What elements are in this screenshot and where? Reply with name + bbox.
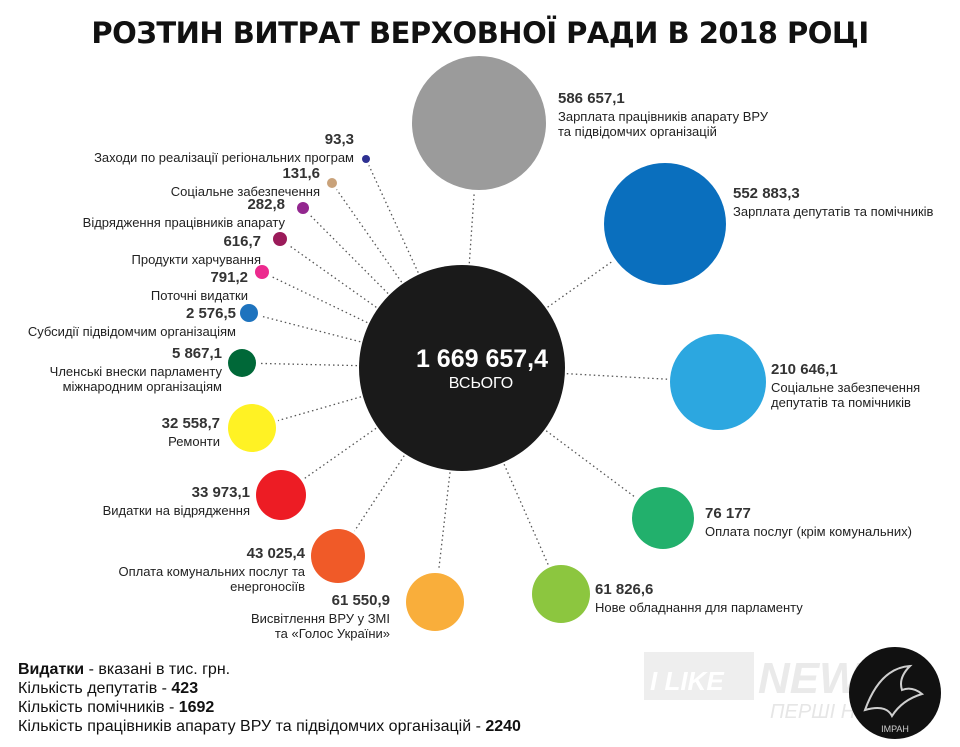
bubble-label: Нове обладнання для парламенту [595, 600, 803, 615]
like-box [644, 652, 754, 700]
bubble-value: 61 826,6 [595, 581, 653, 598]
bubble-label: Відрядження працівників апарату [83, 215, 286, 230]
connector-line [438, 472, 451, 571]
bubble [297, 202, 309, 214]
connector-line [303, 427, 377, 480]
bubble-label: Видатки на відрядження [103, 503, 250, 518]
bubble [327, 178, 337, 188]
deputies-count: Кількість депутатів - 423 [18, 680, 199, 697]
bubble [255, 265, 269, 279]
bubble-label: Зарплата працівників апарату ВРУ [558, 109, 769, 124]
assistants-count: Кількість помічників - 1692 [18, 699, 215, 716]
logo-circle [849, 647, 941, 739]
bubble-label: Зарплата депутатів та помічників [733, 204, 934, 219]
connector-line [270, 275, 368, 324]
bubble-value: 552 883,3 [733, 185, 800, 202]
connectors [258, 165, 668, 571]
bubble-label: Соціальне забезпечення [171, 184, 320, 199]
total-circle [359, 265, 565, 471]
bubble [228, 404, 276, 452]
brand-watermark: I LIKE NEWS ПЕРШІ НОВИНИ IMPAH [644, 647, 941, 739]
connector-line [308, 213, 389, 294]
bubble-value: 586 657,1 [558, 90, 625, 107]
bubble [311, 529, 365, 583]
bubble-value: 131,6 [282, 165, 320, 182]
units-note: Видатки - вказані в тис. грн. [18, 661, 231, 678]
notes: Видатки - вказані в тис. грн. Кількість … [18, 660, 638, 736]
bubble-value: 2 576,5 [186, 305, 236, 322]
bubble-label: міжнародним організаціям [63, 379, 222, 394]
bubble-value: 791,2 [210, 269, 248, 286]
logo-icon [863, 664, 925, 719]
bubble-label: Заходи по реалізації регіональних програ… [94, 150, 354, 165]
bubble-label: та підвідомчих організацій [558, 124, 717, 139]
bubble-value: 616,7 [223, 233, 261, 250]
bubble [532, 565, 590, 623]
bubble-label: Оплата комунальних послуг та [118, 564, 305, 579]
bubble-value: 210 646,1 [771, 361, 838, 378]
bubble-value: 43 025,4 [247, 545, 306, 562]
bubble [240, 304, 258, 322]
bubbles [228, 56, 766, 631]
connector-line [287, 244, 377, 308]
connector-line [468, 192, 475, 264]
bubble [273, 232, 287, 246]
bubble [412, 56, 546, 190]
total-bubble: 1 669 657,4 ВСЬОГО [359, 265, 565, 471]
bubble-value: 282,8 [247, 196, 285, 213]
bubble-value: 33 973,1 [192, 484, 250, 501]
bubble-label: Ремонти [168, 434, 220, 449]
connector-line [336, 189, 403, 283]
bubble-label: Оплата послуг (крім комунальних) [705, 524, 912, 539]
bubble [362, 155, 370, 163]
connector-line [566, 373, 668, 380]
bubble-label: Висвітлення ВРУ у ЗМІ [251, 611, 390, 626]
bubble-label: енергоносіїв [230, 579, 305, 594]
bubble [406, 573, 464, 631]
bubble [670, 334, 766, 430]
chart-title: РОЗТИН ВИТРАТ ВЕРХОВНОЇ РАДИ В 2018 РОЦІ [91, 16, 868, 50]
bubble-label: Субсидії підвідомчим організаціям [28, 324, 236, 339]
connector-line [547, 260, 614, 308]
bubble-label: Продукти харчування [132, 252, 261, 267]
connector-line [260, 315, 361, 343]
connector-line [545, 430, 637, 499]
connector-line [368, 165, 419, 273]
bubble-label: Соціальне забезпечення [771, 380, 920, 395]
total-value: 1 669 657,4 [416, 345, 548, 373]
bubble-label: та «Голос України» [275, 626, 390, 641]
bubble [632, 487, 694, 549]
bubble-label: Поточні видатки [151, 288, 248, 303]
bubble-label: депутатів та помічників [771, 395, 911, 410]
labels: 586 657,1 Зарплата працівників апарату ВР… [28, 90, 934, 641]
logo-text: IMPAH [881, 724, 909, 734]
bubble-value: 32 558,7 [162, 415, 220, 432]
staff-count: Кількість працівників апарату ВРУ та під… [18, 718, 521, 735]
bubble [228, 349, 256, 377]
bubble-value: 5 867,1 [172, 345, 222, 362]
bubble-value: 61 550,9 [332, 592, 390, 609]
connector-line [258, 362, 358, 367]
total-label: ВСЬОГО [449, 375, 514, 392]
bubble [604, 163, 726, 285]
bubble-value: 93,3 [325, 131, 354, 148]
connector-line [277, 396, 362, 422]
connector-line [503, 463, 549, 565]
brand-like: I LIKE [650, 666, 724, 696]
bubble [256, 470, 306, 520]
connector-line [353, 455, 405, 532]
bubble-label: Членські внески парламенту [50, 364, 223, 379]
bubble-value: 76 177 [705, 505, 751, 522]
